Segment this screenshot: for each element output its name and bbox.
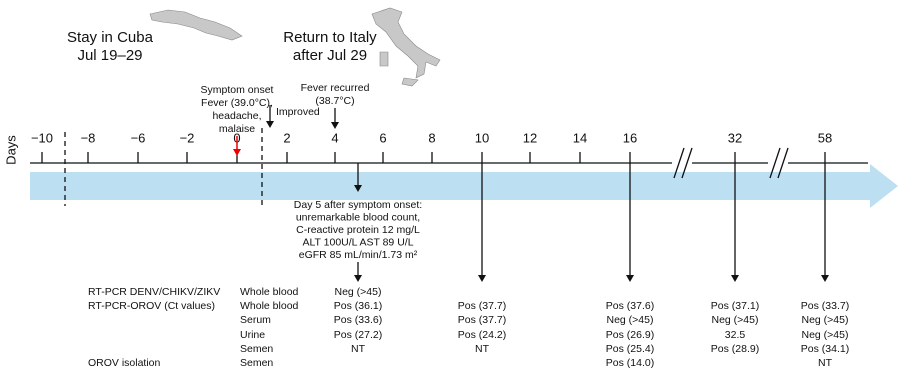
italy-map	[371, 7, 441, 87]
tick-label: 58	[818, 130, 832, 145]
cuba-title: Stay in Cuba	[67, 29, 154, 46]
tick-label: 2	[283, 130, 290, 145]
test-label: RT-PCR DENV/CHIKV/ZIKV	[88, 286, 220, 298]
recurred-text: Fever recurred	[301, 82, 370, 94]
result-cell: Pos (28.9)	[711, 343, 759, 355]
italy-dates: after Jul 29	[293, 47, 367, 64]
test-label: RT-PCR-OROV (Ct values)	[88, 300, 215, 312]
tick-label: 4	[331, 130, 338, 145]
result-cell: Neg (>45)	[802, 329, 849, 341]
result-cell: Pos (34.1)	[801, 343, 849, 355]
day5-arrow	[354, 262, 362, 282]
result-cell: Neg (>45)	[712, 314, 759, 326]
cuba-map	[149, 9, 243, 41]
tick-label: −6	[131, 130, 146, 145]
arrow-head	[626, 275, 634, 282]
improved-arrow	[266, 105, 274, 128]
tick-label: 14	[573, 130, 587, 145]
result-cell: Pos (37.1)	[711, 300, 759, 312]
recurred-text: (38.7°C)	[315, 95, 354, 107]
improved-text: Improved	[276, 106, 320, 118]
result-cell: 32.5	[725, 329, 746, 341]
result-cell: Neg (>45)	[335, 286, 382, 298]
onset-arrow	[233, 136, 241, 156]
onset-text: headache,	[212, 110, 261, 122]
recurred-arrow	[331, 108, 339, 129]
result-cell: Pos (36.1)	[334, 300, 382, 312]
specimen-label: Whole blood	[240, 286, 299, 298]
tick-label: −2	[180, 130, 195, 145]
onset-text: Fever (39.0°C),	[201, 97, 273, 109]
day5-note: eGFR 85 mL/min/1.73 m²	[299, 249, 418, 261]
specimen-label: Whole blood	[240, 300, 299, 312]
day5-arrow	[354, 163, 362, 192]
specimen-label: Semen	[240, 343, 273, 355]
day5-note: C-reactive protein 12 mg/L	[296, 224, 420, 236]
result-cell: Pos (37.6)	[606, 300, 654, 312]
italy-title: Return to Italy	[283, 29, 377, 46]
result-cell: NT	[475, 343, 490, 355]
result-cell: Pos (33.7)	[801, 300, 849, 312]
result-cell: Pos (33.6)	[334, 314, 382, 326]
specimen-label: Semen	[240, 357, 273, 369]
specimen-label: Urine	[240, 329, 265, 341]
tick-label: 10	[475, 130, 489, 145]
sample-arrow	[626, 163, 634, 282]
result-cell: Pos (27.2)	[334, 329, 382, 341]
result-cell: Pos (37.7)	[458, 314, 506, 326]
result-cell: Neg (>45)	[802, 314, 849, 326]
arrow-head	[821, 275, 829, 282]
result-cell: Pos (24.2)	[458, 329, 506, 341]
tick-label: 6	[379, 130, 386, 145]
arrow-head	[731, 275, 739, 282]
result-cell: Pos (26.9)	[606, 329, 654, 341]
day5-note: unremarkable blood count,	[296, 211, 420, 223]
axis-line	[30, 147, 868, 179]
test-label: OROV isolation	[88, 357, 161, 369]
tick-label: 32	[728, 130, 742, 145]
timeline-band	[30, 164, 898, 208]
tick-label: 12	[523, 130, 537, 145]
result-cell: Pos (37.7)	[458, 300, 506, 312]
result-cell: Pos (25.4)	[606, 343, 654, 355]
tick-label: −8	[81, 130, 96, 145]
specimen-label: Serum	[240, 314, 271, 326]
cuba-dates: Jul 19–29	[77, 47, 142, 64]
sample-arrow	[478, 163, 486, 282]
onset-text: Symptom onset	[201, 84, 274, 96]
tick-label: −10	[31, 130, 53, 145]
axis-label: Days	[3, 135, 18, 165]
onset-text: malaise	[219, 123, 255, 135]
result-cell: NT	[351, 343, 366, 355]
day5-note: Day 5 after symptom onset:	[294, 199, 422, 211]
tick-label: 8	[428, 130, 435, 145]
day5-note: ALT 100U/L AST 89 U/L	[302, 237, 413, 249]
result-cell: Neg (>45)	[607, 314, 654, 326]
arrow-head	[478, 275, 486, 282]
result-cell: NT	[818, 357, 833, 369]
sample-arrow	[821, 163, 829, 282]
tick-label: 16	[623, 130, 637, 145]
result-cell: Pos (14.0)	[606, 357, 654, 369]
sample-arrow	[731, 163, 739, 282]
